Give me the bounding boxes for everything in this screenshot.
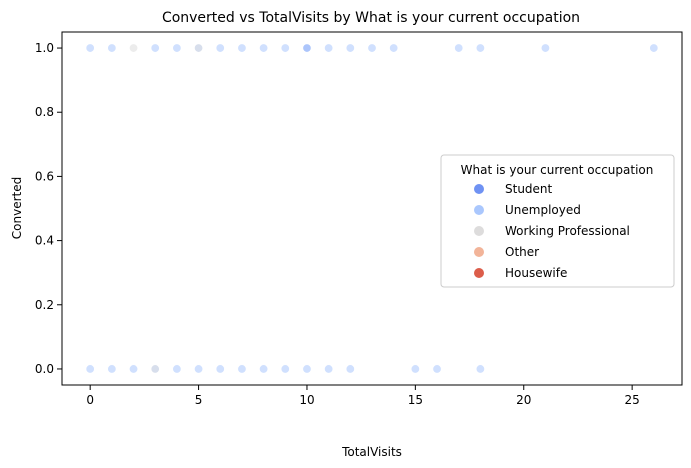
- legend: What is your current occupation Student U…: [440, 154, 675, 288]
- data-point-unemployed: [237, 364, 247, 374]
- x-tick-label: 5: [195, 393, 203, 407]
- data-point-unemployed: [280, 43, 290, 53]
- data-point-unemployed: [85, 43, 95, 53]
- legend-box: [440, 154, 675, 288]
- x-tick-label: 20: [516, 393, 531, 407]
- plot-frame: [61, 31, 683, 386]
- data-point-unemployed: [410, 364, 420, 374]
- data-point-unemployed: [194, 364, 204, 374]
- chart-title: Converted vs TotalVisits by What is your…: [162, 10, 580, 26]
- legend-label-unemployed: Unemployed: [505, 203, 581, 217]
- y-tick-label: 0.6: [35, 169, 54, 183]
- x-tick-label: 0: [86, 393, 94, 407]
- data-point-unemployed: [475, 43, 485, 53]
- data-point-unemployed: [302, 43, 312, 53]
- data-point-unemployed: [324, 43, 334, 53]
- data-point-unemployed: [172, 364, 182, 374]
- x-tick-label: 10: [299, 393, 314, 407]
- legend-marker-housewife: [474, 268, 484, 278]
- data-point-unemployed: [280, 364, 290, 374]
- x-axis-label: TotalVisits: [341, 445, 402, 459]
- data-point-unemployed: [259, 43, 269, 53]
- data-point-unemployed: [432, 364, 442, 374]
- x-tick-label: 15: [408, 393, 423, 407]
- y-tick-label: 0.8: [35, 105, 54, 119]
- legend-marker-working-professional: [474, 226, 484, 236]
- y-tick-label: 1.0: [35, 41, 54, 55]
- y-tick-label: 0.4: [35, 234, 54, 248]
- y-tick-label: 0.2: [35, 298, 54, 312]
- y-axis: 0.0 0.2 0.4 0.6 0.8 1.0: [35, 41, 62, 376]
- data-point-unemployed: [215, 43, 225, 53]
- data-point-unemployed: [454, 43, 464, 53]
- data-points: [85, 43, 659, 374]
- data-point-unemployed: [172, 43, 182, 53]
- legend-title: What is your current occupation: [461, 163, 654, 177]
- data-point-unemployed: [345, 43, 355, 53]
- legend-label-other: Other: [505, 245, 539, 259]
- legend-marker-unemployed: [474, 205, 484, 215]
- y-axis-label: Converted: [10, 177, 24, 239]
- data-point-unemployed: [540, 43, 550, 53]
- data-point-unemployed: [150, 43, 160, 53]
- data-point-unemployed: [389, 43, 399, 53]
- data-point-unemployed: [107, 43, 117, 53]
- data-point-unemployed: [215, 364, 225, 374]
- legend-marker-student: [474, 184, 484, 194]
- data-point-working-professional: [194, 43, 204, 53]
- y-tick-label: 0.0: [35, 362, 54, 376]
- data-point-working-professional: [129, 43, 139, 53]
- data-point-unemployed: [237, 43, 247, 53]
- x-axis: 0 5 10 15 20 25: [86, 385, 640, 407]
- data-point-unemployed: [367, 43, 377, 53]
- data-point-unemployed: [259, 364, 269, 374]
- legend-label-student: Student: [505, 182, 553, 196]
- data-point-unemployed: [85, 364, 95, 374]
- data-point-unemployed: [649, 43, 659, 53]
- x-tick-label: 25: [624, 393, 639, 407]
- data-point-unemployed: [302, 364, 312, 374]
- data-point-unemployed: [345, 364, 355, 374]
- data-point-working-professional: [150, 364, 160, 374]
- legend-items: Student Unemployed Working Professional Oth…: [474, 182, 630, 280]
- legend-label-working-professional: Working Professional: [505, 224, 630, 238]
- data-point-unemployed: [129, 364, 139, 374]
- legend-marker-other: [474, 247, 484, 257]
- legend-label-housewife: Housewife: [505, 266, 567, 280]
- data-point-unemployed: [475, 364, 485, 374]
- data-point-unemployed: [324, 364, 334, 374]
- data-point-unemployed: [107, 364, 117, 374]
